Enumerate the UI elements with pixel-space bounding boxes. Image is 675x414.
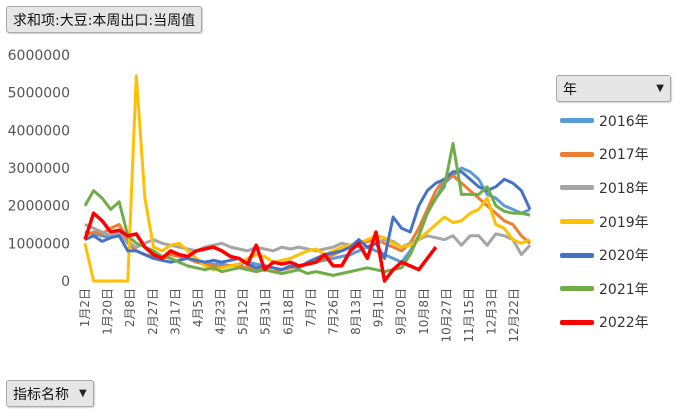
x-tick-label: 4月23日 — [214, 288, 228, 335]
x-tick-label: 5月12日 — [236, 288, 250, 335]
legend-swatch — [560, 118, 594, 124]
legend-item: 2020年 — [560, 238, 649, 272]
legend-item: 2021年 — [560, 272, 649, 306]
legend-label: 2022年 — [599, 315, 649, 332]
x-tick-label: 6月18日 — [281, 288, 295, 335]
value-field-label: 求和项:大豆:本周出口:当周值 — [13, 12, 196, 29]
y-tick-label: 4000000 — [8, 123, 70, 139]
series-line-2019 — [83, 74, 531, 283]
series-line-2020 — [84, 170, 532, 272]
series-line-2018 — [84, 223, 532, 257]
legend-item: 2018年 — [560, 171, 649, 205]
x-tick-label: 10月27日 — [439, 288, 453, 343]
x-tick-label: 11月15日 — [462, 288, 476, 343]
x-tick-label: 12月22日 — [507, 288, 521, 343]
x-tick-label: 12月3日 — [485, 288, 499, 335]
legend-swatch — [560, 319, 594, 325]
chart-legend: 2016年 2017年 2018年 2019年 2020年 2021年 2022年 — [560, 104, 649, 339]
legend-label: 2021年 — [599, 281, 649, 298]
value-field-button[interactable]: 求和项:大豆:本周出口:当周值 — [6, 6, 203, 33]
x-tick-label: 9月20日 — [394, 288, 408, 335]
x-tick-label: 2月27日 — [146, 288, 160, 335]
series-line-2022 — [83, 211, 438, 283]
legend-label: 2020年 — [599, 248, 649, 265]
legend-item: 2016年 — [560, 104, 649, 138]
x-tick-label: 4月5日 — [191, 288, 205, 327]
year-filter-dropdown[interactable]: 年 ▼ — [556, 75, 671, 102]
series-line-2021 — [83, 142, 531, 277]
index-name-filter-label: 指标名称 — [13, 386, 69, 403]
x-tick-label: 2月8日 — [123, 288, 137, 327]
legend-swatch — [560, 286, 594, 292]
legend-label: 2019年 — [599, 214, 649, 231]
x-tick-label: 8月13日 — [349, 288, 363, 335]
x-tick-label: 5月31日 — [259, 288, 273, 335]
y-tick-label: 6000000 — [8, 48, 70, 64]
x-tick-label: 1月2日 — [78, 288, 92, 327]
x-tick-label: 7月26日 — [326, 288, 340, 335]
x-tick-label: 3月17日 — [168, 288, 182, 335]
x-tick-label: 10月8日 — [417, 288, 431, 335]
legend-item: 2019年 — [560, 205, 649, 239]
dropdown-arrow-icon[interactable]: ▼ — [656, 83, 664, 94]
legend-swatch — [560, 151, 594, 157]
y-tick-label: 5000000 — [8, 86, 70, 102]
legend-swatch — [560, 219, 594, 225]
y-tick-label: 3000000 — [8, 161, 70, 177]
legend-label: 2018年 — [599, 180, 649, 197]
year-filter-label: 年 — [563, 81, 577, 98]
legend-item: 2017年 — [560, 138, 649, 172]
x-tick-label: 1月20日 — [101, 288, 115, 335]
y-tick-label: 2000000 — [8, 199, 70, 215]
legend-item: 2022年 — [560, 306, 649, 340]
legend-label: 2016年 — [599, 113, 649, 130]
legend-label: 2017年 — [599, 147, 649, 164]
dropdown-arrow-icon[interactable]: ▼ — [79, 388, 87, 399]
index-name-filter-dropdown[interactable]: 指标名称 ▼ — [6, 380, 94, 407]
y-tick-label: 0 — [61, 274, 70, 290]
x-tick-label: 9月1日 — [372, 288, 386, 327]
legend-swatch — [560, 252, 594, 258]
x-tick-label: 7月7日 — [304, 288, 318, 327]
y-tick-label: 1000000 — [8, 236, 70, 252]
legend-swatch — [560, 185, 594, 191]
